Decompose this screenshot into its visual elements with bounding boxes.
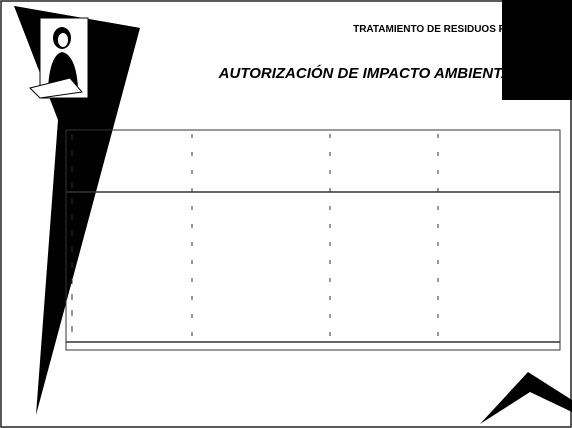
table	[65, 129, 561, 351]
wedge	[14, 6, 140, 415]
corner-block	[502, 0, 572, 100]
corner-triangle	[480, 372, 572, 424]
subtitle: TRATAMIENTO DE RESIDUOS PE	[353, 24, 512, 35]
person-illustration	[29, 17, 113, 99]
title: AUTORIZACIÓN DE IMPACTO AMBIENTA	[218, 64, 512, 82]
